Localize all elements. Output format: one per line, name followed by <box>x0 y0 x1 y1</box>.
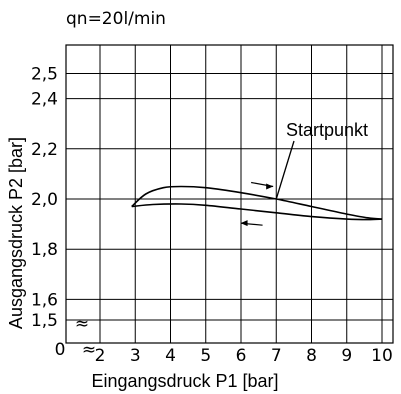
x-tick-label: 3 <box>130 346 141 366</box>
axis-break-symbol: ≈ <box>82 340 96 360</box>
x-tick-label: 9 <box>341 346 352 366</box>
series-line-decreasing <box>131 203 383 221</box>
arrow-left-icon <box>240 220 263 227</box>
x-tick-labels: 2 3 4 5 6 7 8 9 10 <box>95 346 393 366</box>
x-tick-label: 6 <box>236 346 247 366</box>
axis-break-symbol: ≈ <box>75 314 89 334</box>
startpunkt-annotation: Startpunkt <box>286 120 368 140</box>
flow-condition-label: qn=20l/min <box>66 9 166 29</box>
x-tick-label: 8 <box>306 346 317 366</box>
direction-arrows <box>240 181 274 227</box>
y-axis-label: Ausgangsdruck P2 [bar] <box>6 137 26 329</box>
series-layer <box>131 185 383 221</box>
y-tick-label: 1,6 <box>31 290 58 310</box>
x-tick-label: 7 <box>271 346 282 366</box>
y-tick-label: 2,4 <box>31 90 58 110</box>
origin-label: 0 <box>55 340 66 360</box>
y-tick-label: 1,5 <box>31 311 58 331</box>
grid <box>66 45 393 343</box>
y-tick-label: 2,0 <box>31 190 58 210</box>
x-tick-label: 4 <box>165 346 176 366</box>
y-tick-label: 2,5 <box>31 65 58 85</box>
series-line-increasing <box>131 185 383 220</box>
x-tick-label: 2 <box>95 346 106 366</box>
x-tick-label: 5 <box>200 346 211 366</box>
x-axis-label: Eingangsdruck P1 [bar] <box>91 371 278 391</box>
x-tick-label: 10 <box>371 346 393 366</box>
startpunkt-leader-line <box>275 140 295 200</box>
plot-frame <box>65 44 394 344</box>
arrow-right-icon <box>251 181 274 190</box>
y-tick-label: 1,8 <box>31 240 58 260</box>
y-tick-label: 2,2 <box>31 140 58 160</box>
y-tick-labels: 1,51,6 1,8 2,0 2,2 2,4 2,5 <box>31 65 58 332</box>
